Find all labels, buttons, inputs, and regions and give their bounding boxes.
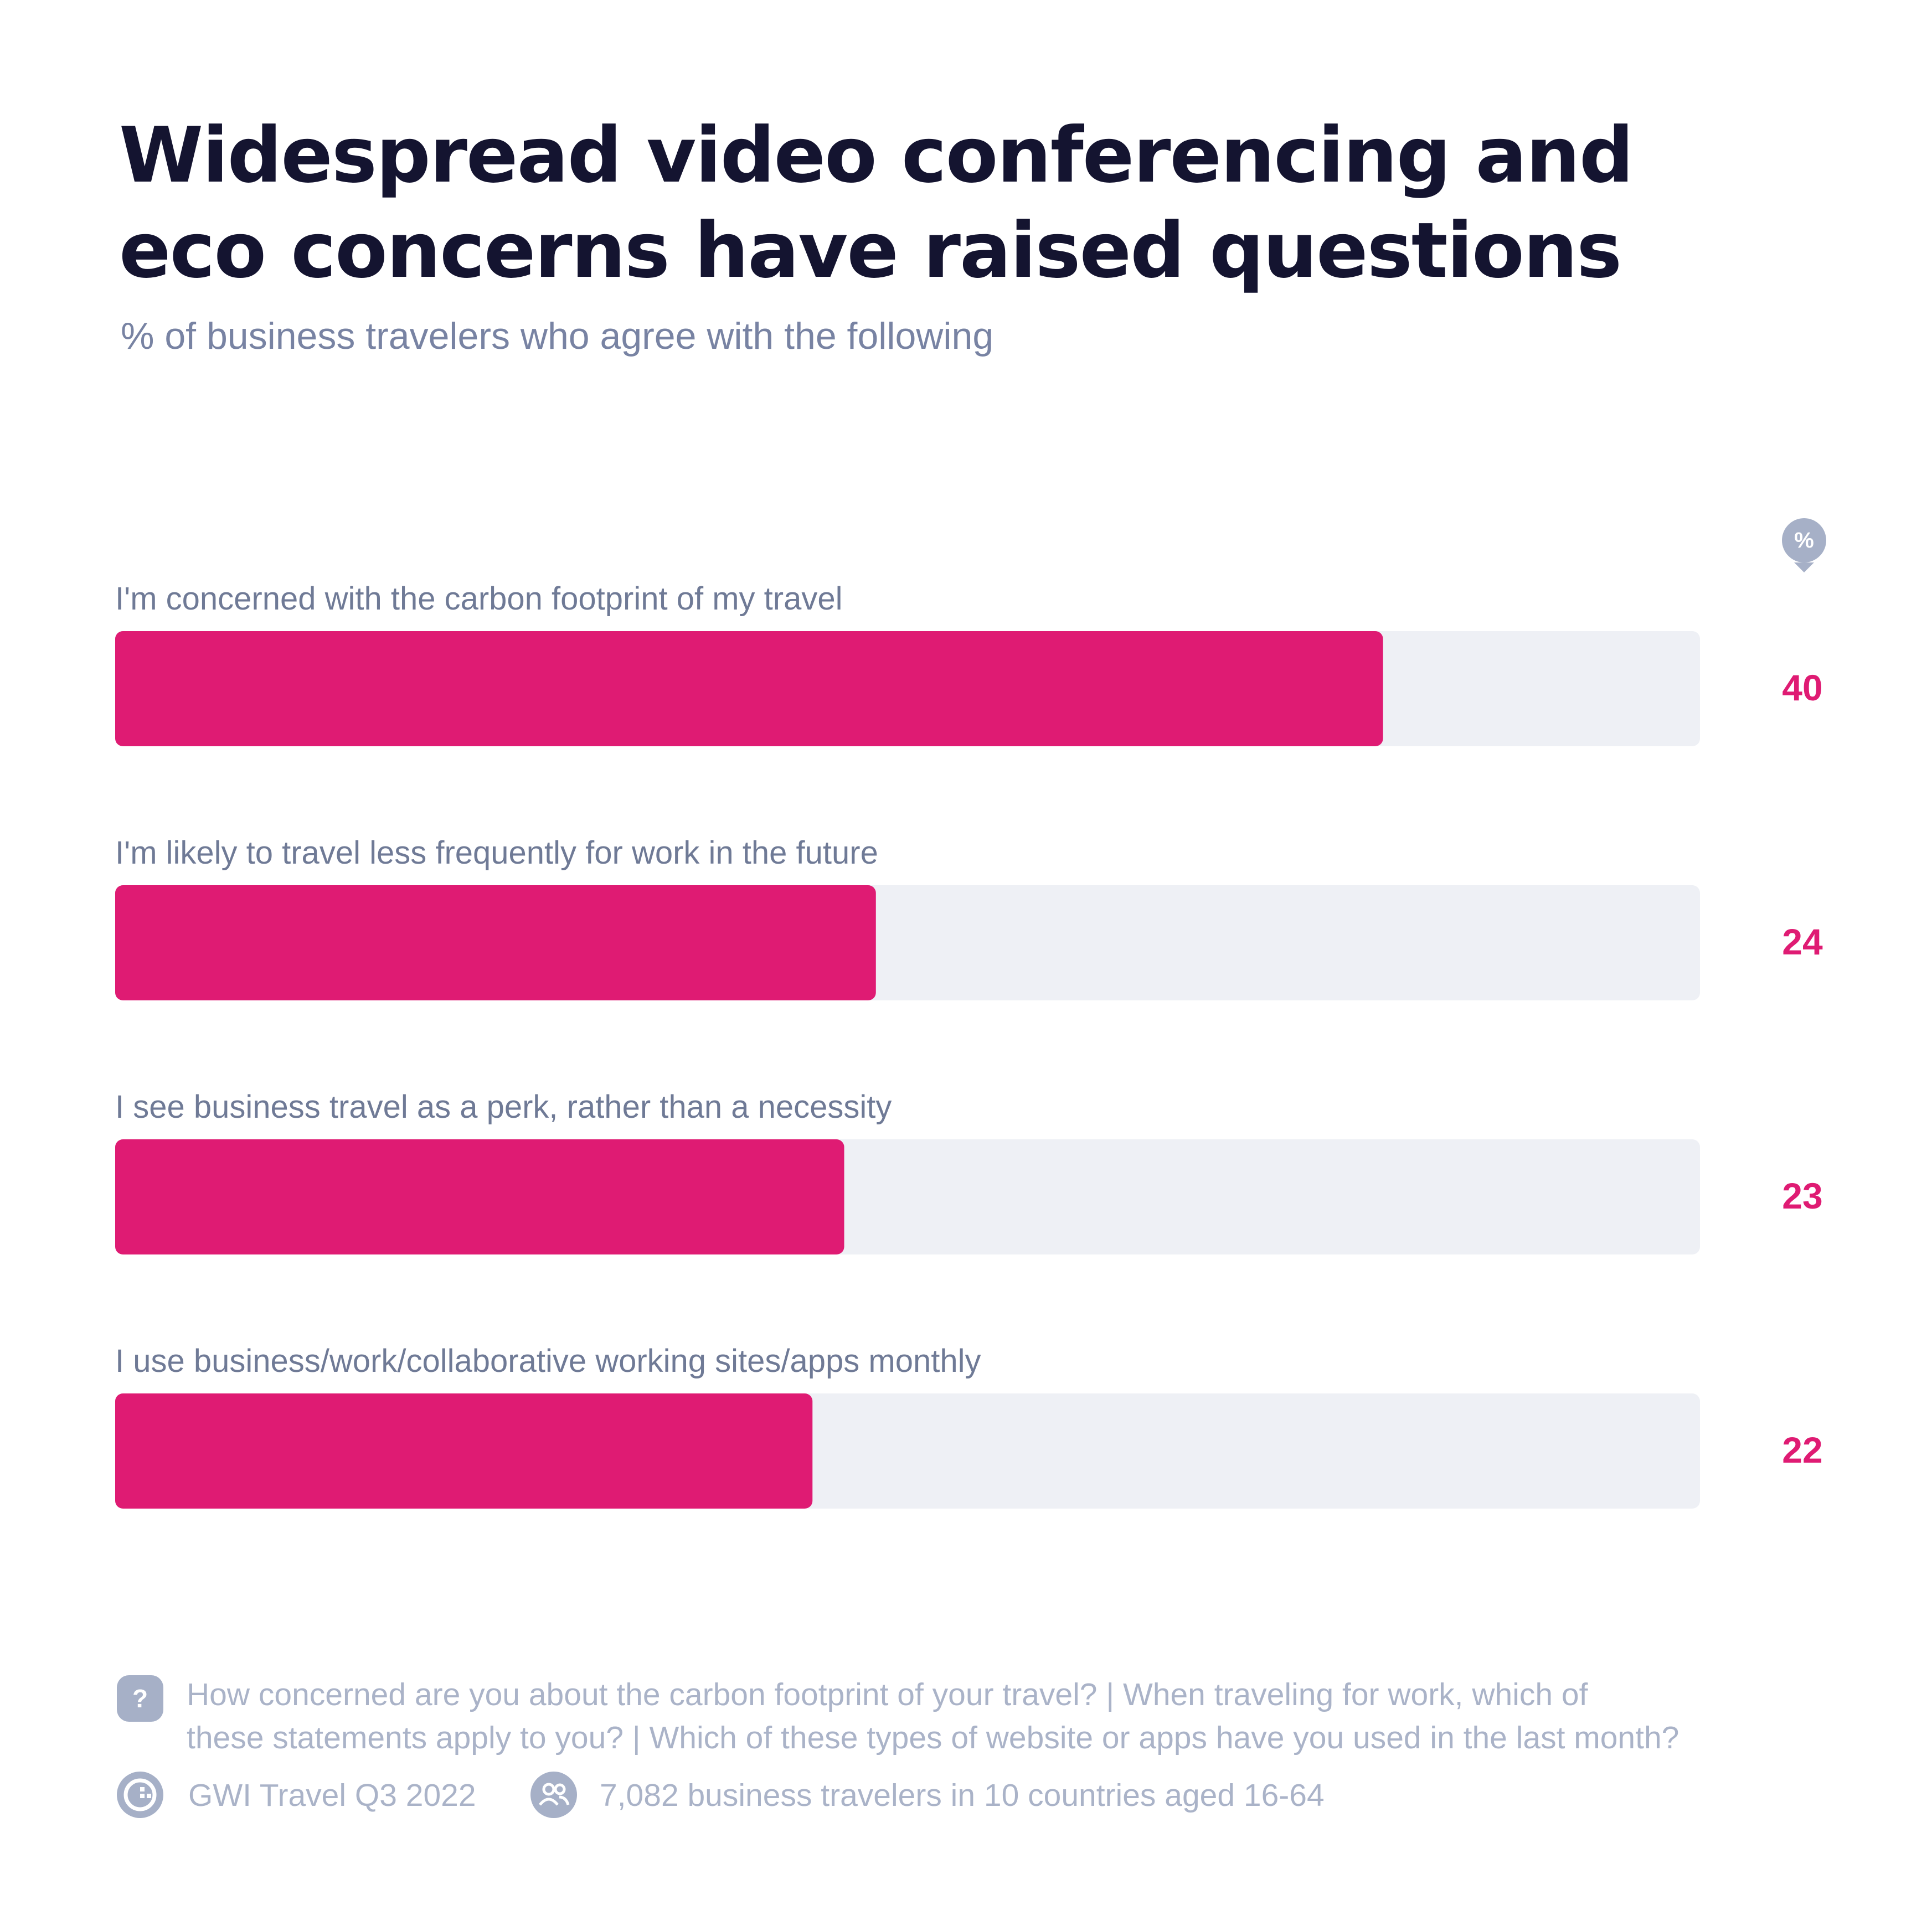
bar (115, 1393, 813, 1509)
survey-questions: How concerned are you about the carbon f… (187, 1673, 1679, 1759)
value-label: 40 (1782, 667, 1823, 708)
unit-badge-pointer (1794, 562, 1814, 572)
category-label: I'm concerned with the carbon footprint … (115, 581, 843, 617)
category-label: I use business/work/collaborative workin… (115, 1343, 981, 1379)
question-icon: ? (117, 1675, 163, 1722)
gwi-logo-icon (117, 1772, 163, 1818)
chart-title-line-2: eco concerns have raised questions (119, 206, 1622, 295)
bar (115, 1139, 844, 1254)
chart-title-line-1: Widespread video conferencing and (119, 111, 1634, 200)
category-label: I see business travel as a perk, rather … (115, 1089, 892, 1125)
survey-question-line-1: How concerned are you about the carbon f… (187, 1677, 1588, 1712)
value-label: 23 (1782, 1175, 1823, 1216)
survey-question-line-2: these statements apply to you? | Which o… (187, 1720, 1679, 1756)
bar (115, 631, 1383, 746)
source-label: GWI Travel Q3 2022 (188, 1778, 476, 1813)
chart-subtitle: % of business travelers who agree with t… (121, 315, 994, 357)
percent-unit-badge: % (1782, 518, 1826, 562)
chart-title: Widespread video conferencing and eco co… (119, 108, 1780, 298)
category-label: I'm likely to travel less frequently for… (115, 835, 878, 871)
bar (115, 885, 876, 1000)
sample-label: 7,082 business travelers in 10 countries… (600, 1778, 1325, 1813)
value-label: 22 (1782, 1429, 1823, 1470)
value-label: 24 (1782, 921, 1823, 962)
people-icon (530, 1772, 577, 1818)
